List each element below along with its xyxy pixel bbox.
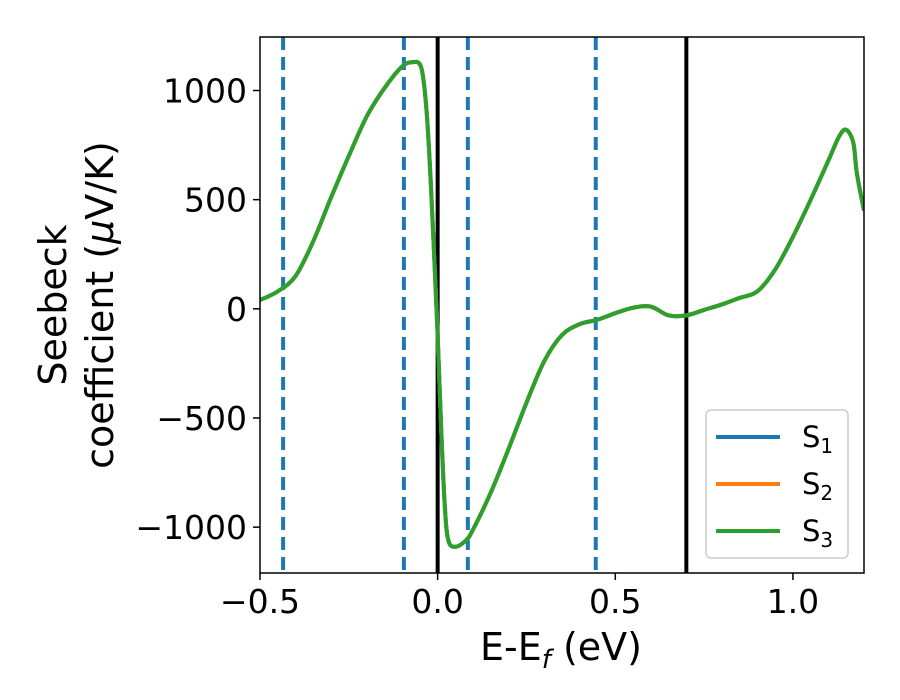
y-axis-title-line1: Seebeck xyxy=(31,224,75,385)
legend-label-s2: S2 xyxy=(802,467,833,505)
series-line-s3 xyxy=(260,59,864,549)
x-tick-label: 0.0 xyxy=(411,582,463,621)
legend-label-s1: S1 xyxy=(802,420,833,458)
x-axis-title: E-Ef (eV) xyxy=(480,625,642,675)
y-axis-title-line2: coefficient (μV/K) xyxy=(78,141,122,469)
data-layer xyxy=(260,37,864,573)
x-tick-label: 1.0 xyxy=(767,582,819,621)
plot-frame xyxy=(259,36,865,574)
y-tick-label: −1000 xyxy=(135,508,247,547)
y-tick-label: −500 xyxy=(156,399,247,438)
y-tick-label: 500 xyxy=(184,181,247,220)
axes-layer: −0.5 0.0 0.5 1.0 −1000 −500 0 500 1000 xyxy=(135,36,865,621)
plot-area xyxy=(260,37,864,573)
x-tick-label: 0.5 xyxy=(589,582,641,621)
y-tick-label: 0 xyxy=(226,290,247,329)
legend: S1 S2 S3 xyxy=(705,409,849,559)
x-tick-label: −0.5 xyxy=(220,582,300,621)
legend-label-s3: S3 xyxy=(802,514,833,552)
y-tick-label: 1000 xyxy=(163,71,247,110)
